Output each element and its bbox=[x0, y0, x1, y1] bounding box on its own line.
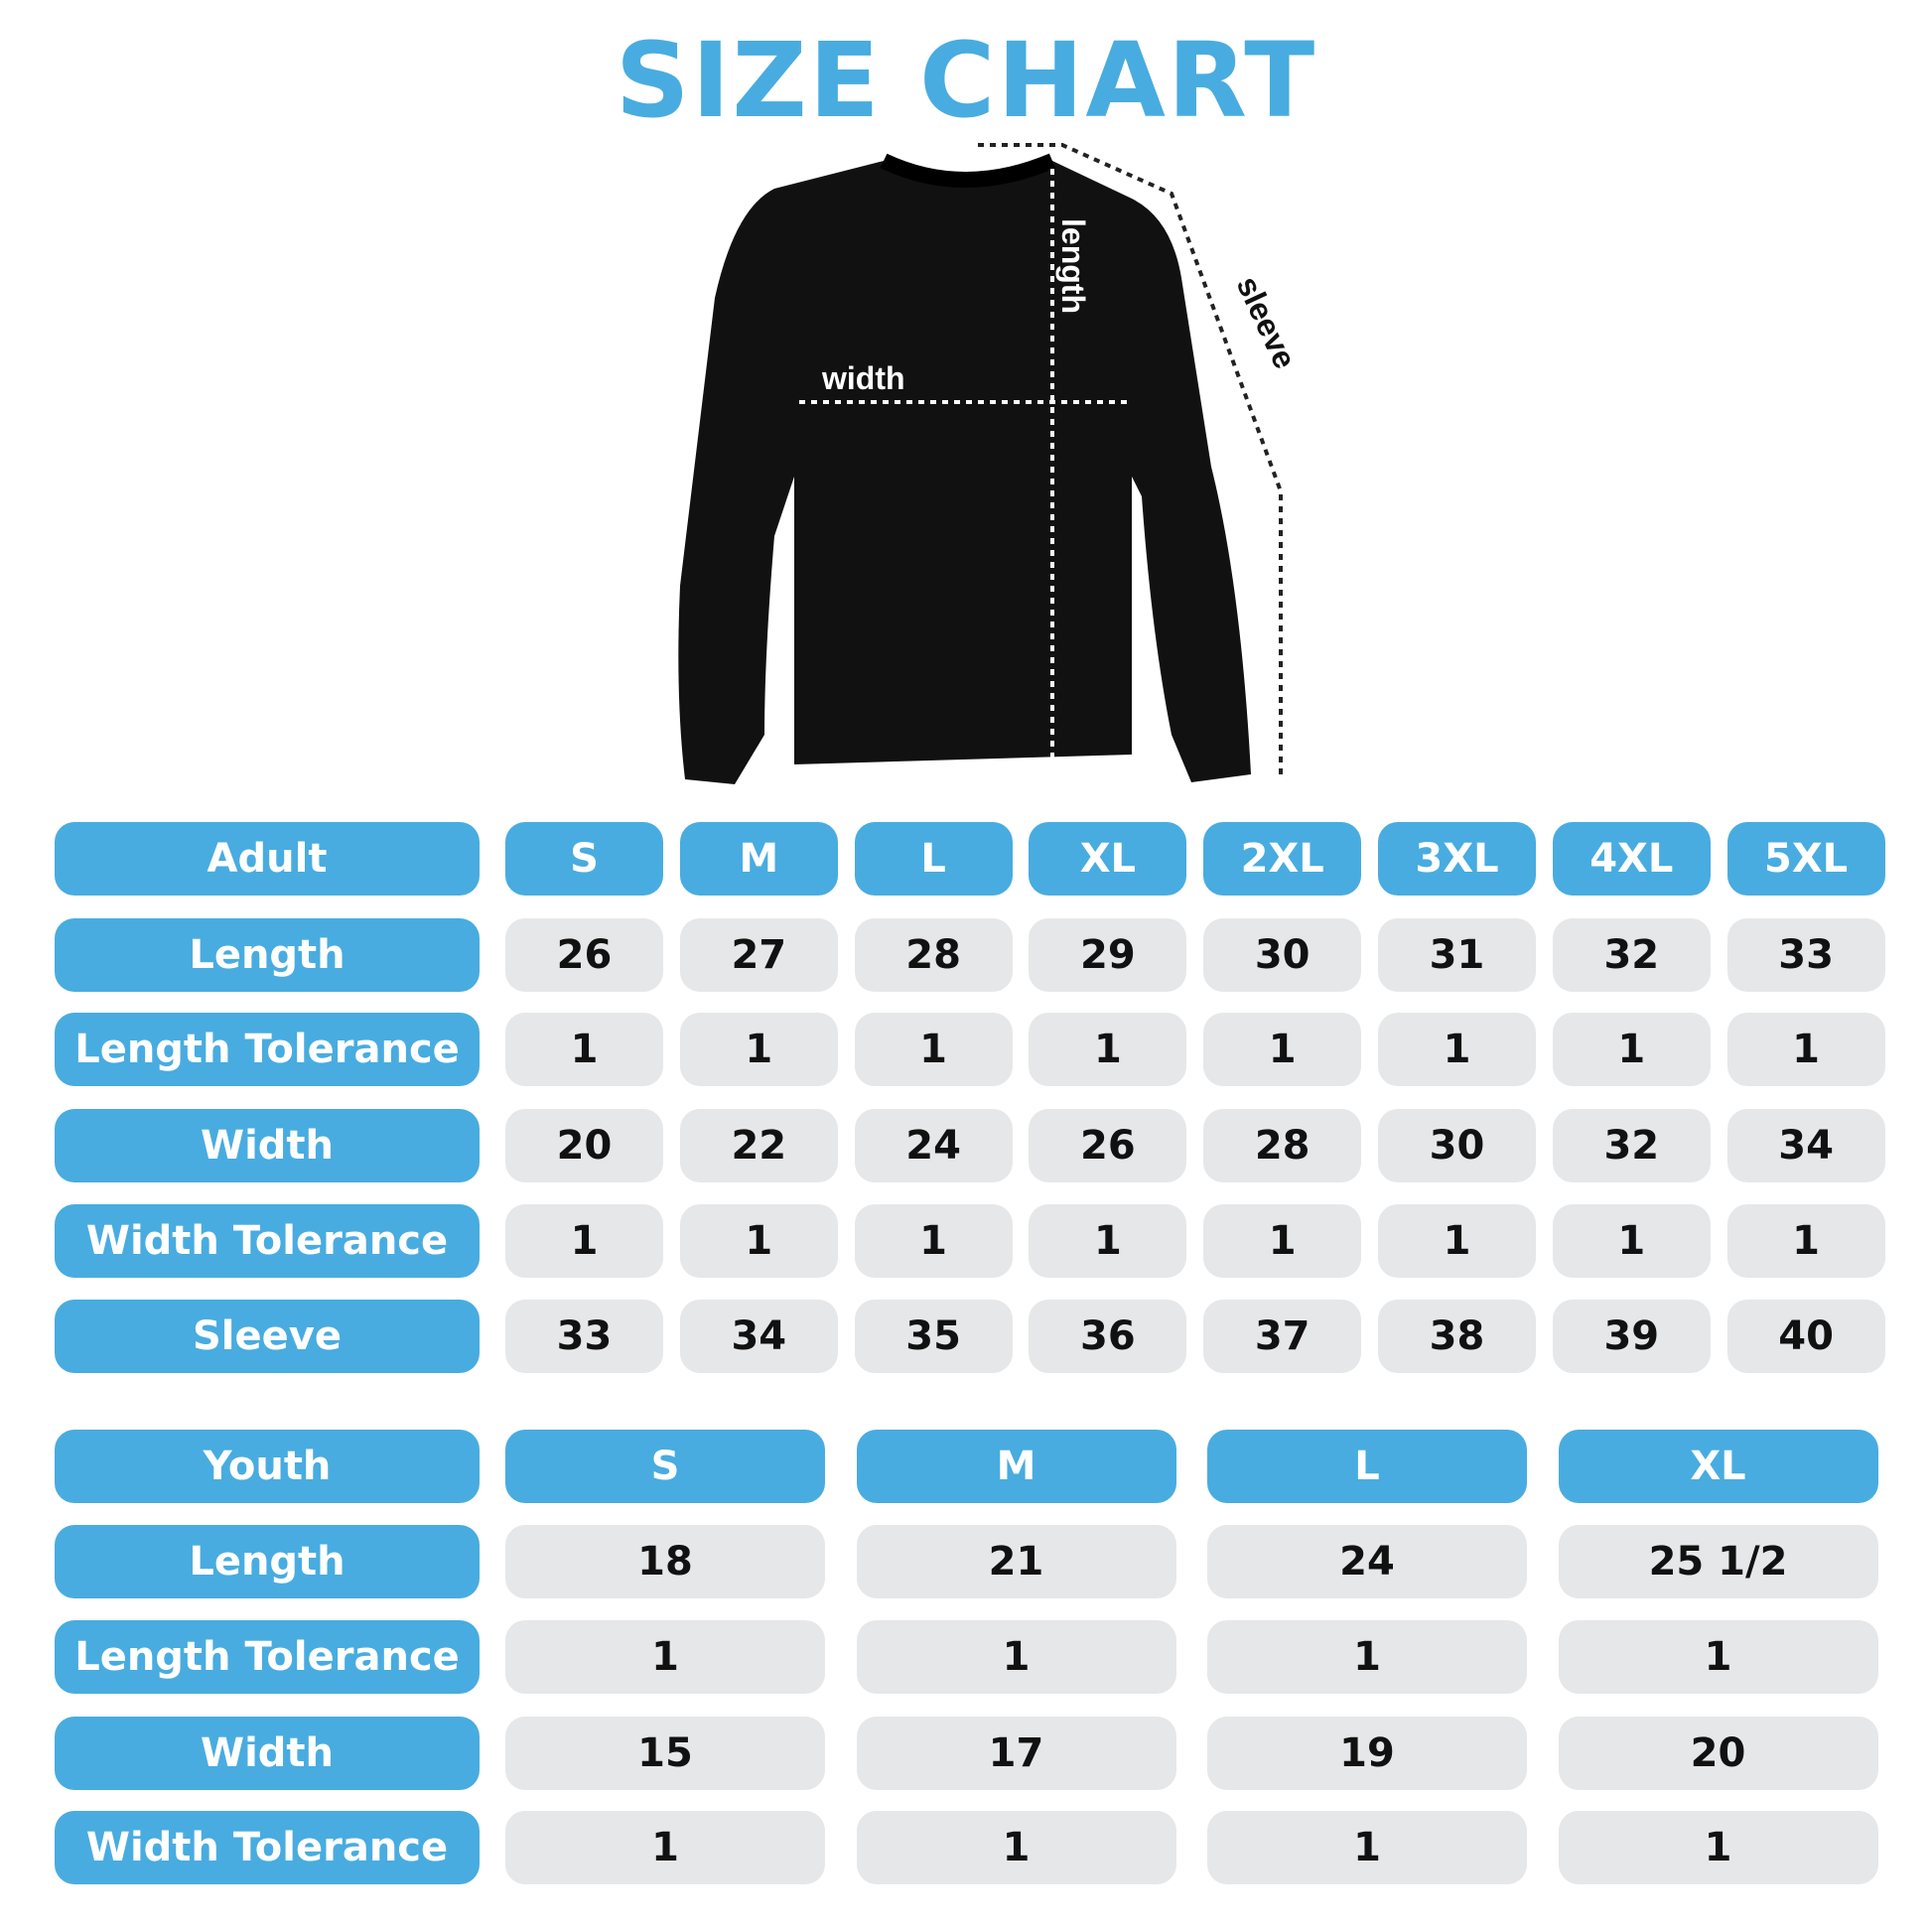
width-label: width bbox=[821, 360, 905, 396]
adult-cell: 1 bbox=[1029, 1013, 1187, 1086]
youth-row-label: Width Tolerance bbox=[55, 1811, 480, 1884]
adult-cell: 20 bbox=[505, 1109, 663, 1182]
adult-size-header: XL bbox=[1029, 822, 1187, 896]
adult-cell: 28 bbox=[854, 918, 1013, 992]
youth-cell: 1 bbox=[1207, 1620, 1527, 1694]
adult-cell: 1 bbox=[1378, 1204, 1536, 1278]
adult-size-header: 4XL bbox=[1552, 822, 1711, 896]
adult-header: Adult bbox=[55, 822, 480, 896]
adult-cell: 37 bbox=[1203, 1300, 1362, 1373]
adult-cell: 32 bbox=[1552, 918, 1711, 992]
page-title: SIZE CHART bbox=[615, 20, 1317, 141]
sweatshirt-diagram: width length sleeve bbox=[678, 143, 1301, 784]
adult-cell: 40 bbox=[1726, 1300, 1885, 1373]
adult-cell: 1 bbox=[1378, 1013, 1536, 1086]
adult-row-label: Length bbox=[55, 918, 480, 992]
youth-size-header: XL bbox=[1558, 1430, 1878, 1503]
youth-header: Youth bbox=[55, 1430, 480, 1503]
adult-cell: 1 bbox=[1726, 1013, 1885, 1086]
adult-cell: 1 bbox=[1203, 1013, 1362, 1086]
sleeve-label: sleeve bbox=[1230, 271, 1301, 374]
adult-cell: 39 bbox=[1552, 1300, 1711, 1373]
adult-size-header: 2XL bbox=[1203, 822, 1362, 896]
youth-row-label: Width bbox=[55, 1717, 480, 1790]
youth-cell: 24 bbox=[1207, 1525, 1527, 1598]
adult-cell: 1 bbox=[1203, 1204, 1362, 1278]
youth-cell: 1 bbox=[1207, 1811, 1527, 1884]
adult-cell: 22 bbox=[679, 1109, 838, 1182]
adult-cell: 1 bbox=[505, 1204, 663, 1278]
youth-cell: 25 1/2 bbox=[1558, 1525, 1878, 1598]
adult-cell: 1 bbox=[854, 1204, 1013, 1278]
adult-size-header: S bbox=[505, 822, 663, 896]
adult-cell: 1 bbox=[1029, 1204, 1187, 1278]
adult-size-header: 3XL bbox=[1378, 822, 1536, 896]
adult-size-header: 5XL bbox=[1726, 822, 1885, 896]
youth-size-header: S bbox=[505, 1430, 825, 1503]
youth-cell: 1 bbox=[856, 1620, 1176, 1694]
youth-cell: 1 bbox=[1558, 1811, 1878, 1884]
adult-cell: 36 bbox=[1029, 1300, 1187, 1373]
youth-cell: 20 bbox=[1558, 1717, 1878, 1790]
adult-cell: 33 bbox=[505, 1300, 663, 1373]
youth-cell: 1 bbox=[1558, 1620, 1878, 1694]
adult-cell: 27 bbox=[679, 918, 838, 992]
youth-cell: 1 bbox=[856, 1811, 1176, 1884]
adult-row-label: Width Tolerance bbox=[55, 1204, 480, 1278]
adult-cell: 1 bbox=[1726, 1204, 1885, 1278]
adult-cell: 30 bbox=[1203, 918, 1362, 992]
adult-cell: 35 bbox=[854, 1300, 1013, 1373]
adult-cell: 1 bbox=[505, 1013, 663, 1086]
adult-cell: 26 bbox=[505, 918, 663, 992]
sweatshirt-image bbox=[678, 153, 1251, 784]
adult-cell: 31 bbox=[1378, 918, 1536, 992]
adult-size-header: M bbox=[679, 822, 838, 896]
sleeve-line bbox=[978, 143, 1283, 774]
adult-cell: 1 bbox=[1552, 1204, 1711, 1278]
adult-cell: 30 bbox=[1378, 1109, 1536, 1182]
youth-cell: 1 bbox=[505, 1620, 825, 1694]
youth-row-label: Length bbox=[55, 1525, 480, 1598]
youth-size-header: M bbox=[856, 1430, 1176, 1503]
adult-cell: 24 bbox=[854, 1109, 1013, 1182]
adult-row-label: Length Tolerance bbox=[55, 1013, 480, 1086]
adult-cell: 32 bbox=[1552, 1109, 1711, 1182]
adult-row-label: Width bbox=[55, 1109, 480, 1182]
youth-cell: 17 bbox=[856, 1717, 1176, 1790]
youth-size-header: L bbox=[1207, 1430, 1527, 1503]
adult-cell: 29 bbox=[1029, 918, 1187, 992]
youth-cell: 19 bbox=[1207, 1717, 1527, 1790]
adult-cell: 1 bbox=[679, 1204, 838, 1278]
adult-cell: 33 bbox=[1726, 918, 1885, 992]
length-label: length bbox=[1055, 218, 1091, 314]
adult-cell: 34 bbox=[1726, 1109, 1885, 1182]
youth-row-label: Length Tolerance bbox=[55, 1620, 480, 1694]
youth-cell: 1 bbox=[505, 1811, 825, 1884]
adult-cell: 34 bbox=[679, 1300, 838, 1373]
youth-cell: 15 bbox=[505, 1717, 825, 1790]
adult-cell: 1 bbox=[679, 1013, 838, 1086]
adult-cell: 26 bbox=[1029, 1109, 1187, 1182]
youth-cell: 21 bbox=[856, 1525, 1176, 1598]
adult-cell: 1 bbox=[854, 1013, 1013, 1086]
adult-cell: 38 bbox=[1378, 1300, 1536, 1373]
adult-cell: 28 bbox=[1203, 1109, 1362, 1182]
youth-cell: 18 bbox=[505, 1525, 825, 1598]
adult-row-label: Sleeve bbox=[55, 1300, 480, 1373]
adult-size-header: L bbox=[854, 822, 1013, 896]
adult-cell: 1 bbox=[1552, 1013, 1711, 1086]
